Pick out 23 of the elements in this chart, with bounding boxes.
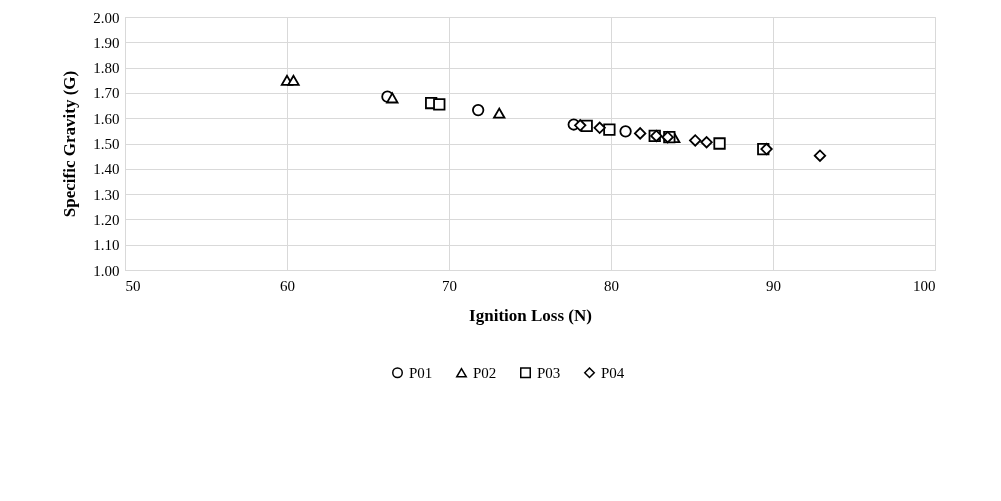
- y-tick-label: 1.50: [93, 136, 120, 152]
- y-tick-label: 1.80: [93, 60, 120, 77]
- x-tick-label: 70: [442, 277, 457, 294]
- y-tick-label: 1.20: [93, 211, 120, 228]
- legend-label: P02: [473, 364, 497, 381]
- legend-label: P03: [537, 364, 561, 381]
- x-tick-label: 50: [125, 277, 141, 294]
- x-tick-label: 80: [604, 277, 619, 294]
- legend-label: P01: [409, 364, 433, 381]
- y-axis-title: Specific Gravity (G): [60, 70, 80, 218]
- y-tick-label: 1.90: [93, 34, 120, 51]
- x-axis-title: Ignition Loss (N): [469, 305, 592, 325]
- y-tick-label: 2.00: [93, 9, 120, 26]
- y-tick-label: 1.40: [93, 161, 120, 178]
- x-tick-label: 100: [913, 277, 936, 294]
- y-tick-label: 1.10: [93, 237, 120, 254]
- y-tick-label: 1.70: [93, 85, 120, 102]
- y-tick-label: 1.60: [93, 110, 120, 127]
- y-tick-label: 1.00: [93, 262, 120, 279]
- x-tick-label: 60: [280, 277, 295, 294]
- y-tick-label: 1.30: [93, 186, 120, 203]
- x-tick-label: 90: [766, 277, 781, 294]
- legend-label: P04: [601, 364, 625, 381]
